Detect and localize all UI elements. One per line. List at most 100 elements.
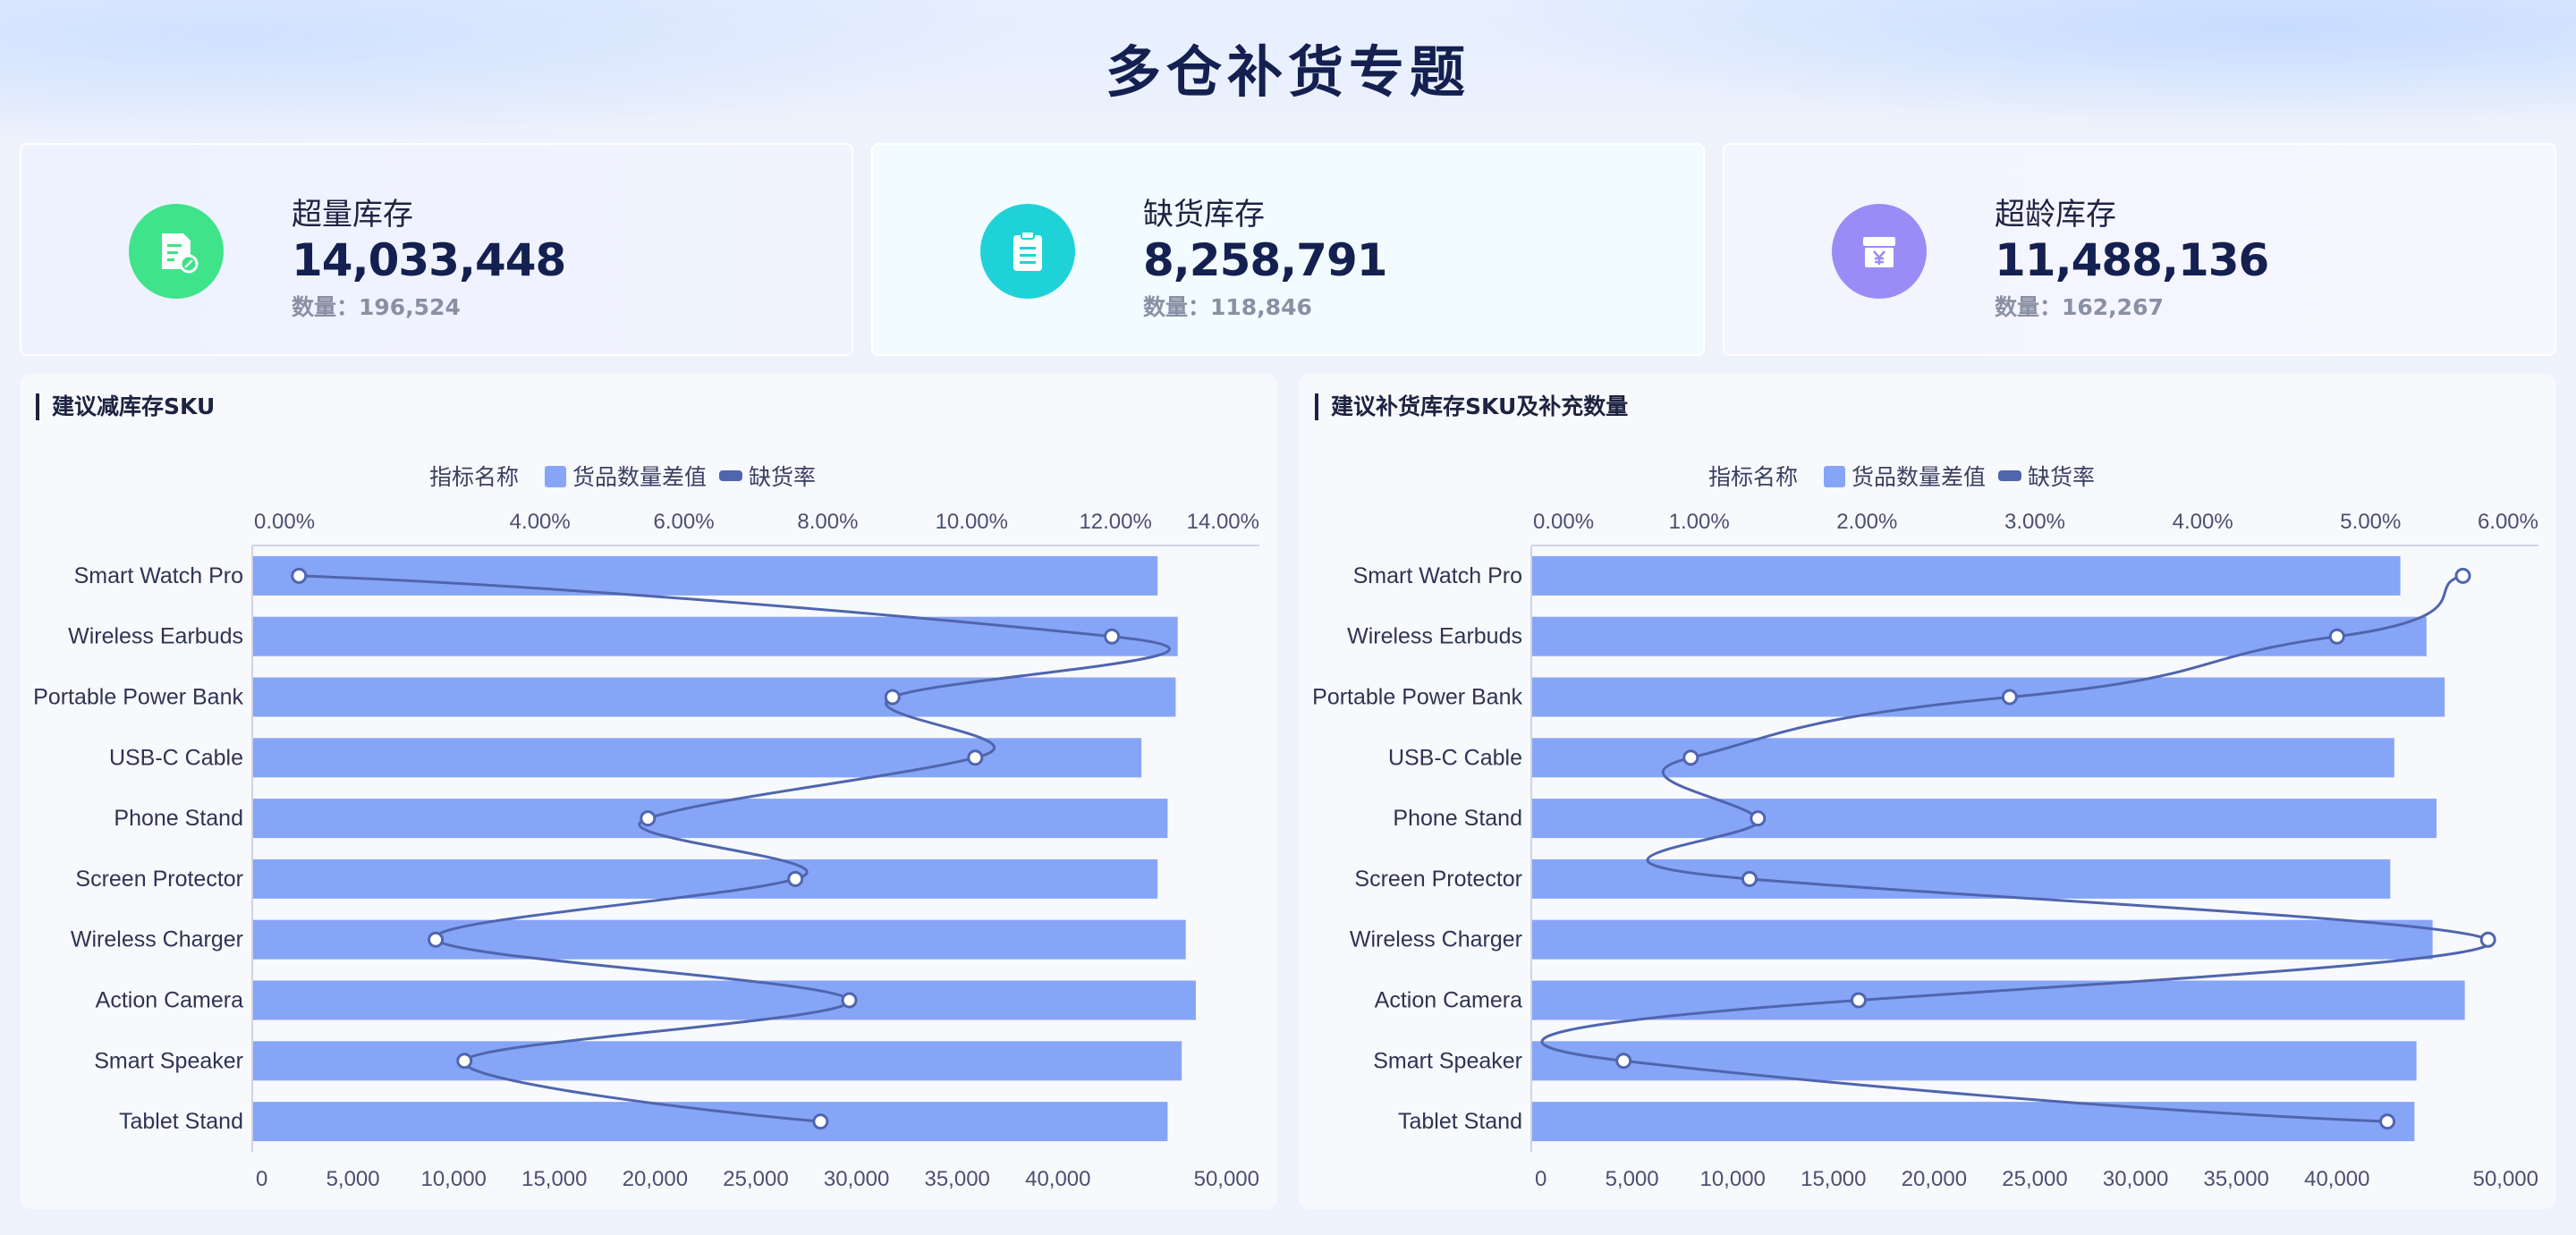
line-point (2328, 628, 2345, 645)
top-tick-label: 6.00% (2478, 510, 2538, 534)
kpi-card-excess-stock[interactable]: 超量库存 14,033,448 数量：196,524 (20, 143, 853, 356)
bar (253, 1102, 1168, 1142)
clipboard-icon (980, 204, 1075, 299)
bars (253, 555, 1196, 1142)
line-series-path (1540, 574, 2492, 1123)
category-label: Action Camera (1375, 988, 1522, 1013)
category-label: Smart Watch Pro (1353, 563, 1522, 588)
header-background (0, 0, 2576, 161)
category-label: USB-C Cable (1388, 745, 1522, 770)
line-series-path (299, 574, 1171, 1123)
kpi-value: 14,033,448 (292, 234, 566, 286)
line-point (1850, 992, 1867, 1009)
bottom-tick-label: 10,000 (420, 1167, 486, 1191)
bottom-tick-label: 25,000 (2002, 1167, 2067, 1191)
kpi-value: 11,488,136 (1995, 234, 2269, 286)
top-tick-label: 6.00% (654, 510, 715, 534)
line-point (2479, 931, 2496, 948)
kpi-sub-count: 数量：118,846 (1143, 294, 1312, 320)
legend-label-bar: 货品数量差值 (572, 465, 707, 490)
bottom-tick-label: 35,000 (2203, 1167, 2268, 1191)
category-label: Tablet Stand (119, 1109, 243, 1134)
bar (1532, 980, 2465, 1020)
yen-wallet-icon (1832, 204, 1927, 299)
bar (1532, 799, 2437, 839)
line-point (640, 810, 657, 827)
top-tick-label: 0.00% (254, 510, 315, 534)
bar (253, 616, 1178, 656)
bottom-axis-ticks: 0 5,000 10,000 15,000 20,000 25,000 30,000 35,0… (1535, 1167, 2538, 1191)
line-point (2454, 567, 2471, 584)
category-label: Smart Watch Pro (74, 563, 243, 588)
category-label: Screen Protector (75, 867, 243, 892)
line-point (884, 689, 901, 706)
top-axis-ticks: 0.00% 1.00% 2.00% 3.00% 4.00% 5.00% 6.00% (1533, 510, 2538, 534)
panel-title: 建议补货库存SKU及补充数量 (1315, 393, 1628, 420)
bottom-tick-label: 25,000 (723, 1167, 788, 1191)
category-label: Action Camera (96, 988, 243, 1013)
line-point (2001, 689, 2018, 706)
legend-swatch-bar (545, 466, 566, 487)
legend-swatch-line (1998, 470, 2021, 481)
category-label: Wireless Charger (71, 927, 243, 952)
category-label: Phone Stand (1393, 806, 1522, 831)
line-point (428, 931, 445, 948)
bottom-tick-label: 5,000 (1606, 1167, 1659, 1191)
line-point (1104, 628, 1121, 645)
kpi-card-out-of-stock[interactable]: 缺货库存 8,258,791 数量：118,846 (871, 143, 1705, 356)
bottom-tick-label: 40,000 (1025, 1167, 1090, 1191)
line-points (1615, 567, 2496, 1130)
bar (253, 859, 1158, 899)
page-title: 多仓补货专题 (1105, 39, 1470, 105)
chart-panel-reduce-stock: 建议减库存SKU 指标名称 货品数量差值 缺货率 0.00% 4.00% 6.00% 8.0… (20, 374, 1277, 1209)
line-point (1750, 810, 1767, 827)
category-label: Screen Protector (1354, 867, 1522, 892)
chart-reduce-stock: 指标名称 货品数量差值 缺货率 0.00% 4.00% 6.00% 8.00% 10.00% 1… (33, 465, 1259, 1191)
kpi-card-aged-stock[interactable]: 超龄库存 11,488,136 数量：162,267 (1723, 143, 2556, 356)
line-point (1741, 870, 1758, 887)
top-tick-label: 5.00% (2340, 510, 2401, 534)
bottom-tick-label: 40,000 (2304, 1167, 2369, 1191)
top-tick-label: 4.00% (510, 510, 571, 534)
line-point (841, 992, 858, 1009)
category-label: USB-C Cable (109, 745, 243, 770)
bar (253, 677, 1176, 717)
line-point (1682, 749, 1699, 766)
category-label: Wireless Earbuds (1347, 624, 1522, 649)
line-point (787, 870, 804, 887)
line-point (2379, 1113, 2396, 1130)
category-label: Wireless Charger (1350, 927, 1522, 952)
bar (253, 738, 1142, 778)
category-label: Portable Power Bank (33, 685, 243, 710)
bottom-tick-label: 30,000 (2103, 1167, 2168, 1191)
top-tick-label: 3.00% (2004, 510, 2065, 534)
bottom-tick-label: 0 (1535, 1167, 1546, 1191)
top-tick-label: 10.00% (936, 510, 1008, 534)
category-label: Smart Speaker (1373, 1048, 1522, 1073)
category-label: Smart Speaker (94, 1048, 243, 1073)
bottom-tick-label: 50,000 (1194, 1167, 1259, 1191)
bar (1532, 555, 2401, 596)
kpi-label: 缺货库存 (1143, 197, 1265, 233)
chart-legend: 指标名称 货品数量差值 缺货率 (429, 465, 816, 490)
top-tick-label: 12.00% (1079, 510, 1151, 534)
line-point (812, 1113, 829, 1130)
bottom-tick-label: 15,000 (521, 1167, 587, 1191)
bar (1532, 859, 2391, 899)
kpi-label: 超龄库存 (1995, 197, 2116, 233)
chart-legend: 指标名称 货品数量差值 缺货率 (1708, 465, 2095, 490)
line-point (967, 749, 984, 766)
discount-receipt-icon (129, 204, 224, 299)
bottom-tick-label: 15,000 (1801, 1167, 1866, 1191)
line-point (456, 1053, 473, 1070)
bottom-tick-label: 0 (256, 1167, 267, 1191)
bar (1532, 919, 2433, 960)
bar (1532, 616, 2427, 656)
bar (1532, 1041, 2417, 1081)
top-tick-label: 4.00% (2173, 510, 2233, 534)
bottom-tick-label: 20,000 (623, 1167, 688, 1191)
category-label: Wireless Earbuds (68, 624, 243, 649)
category-label: Portable Power Bank (1312, 685, 1522, 710)
kpi-sub-count: 数量：196,524 (292, 294, 461, 320)
legend-title: 指标名称 (429, 465, 519, 490)
